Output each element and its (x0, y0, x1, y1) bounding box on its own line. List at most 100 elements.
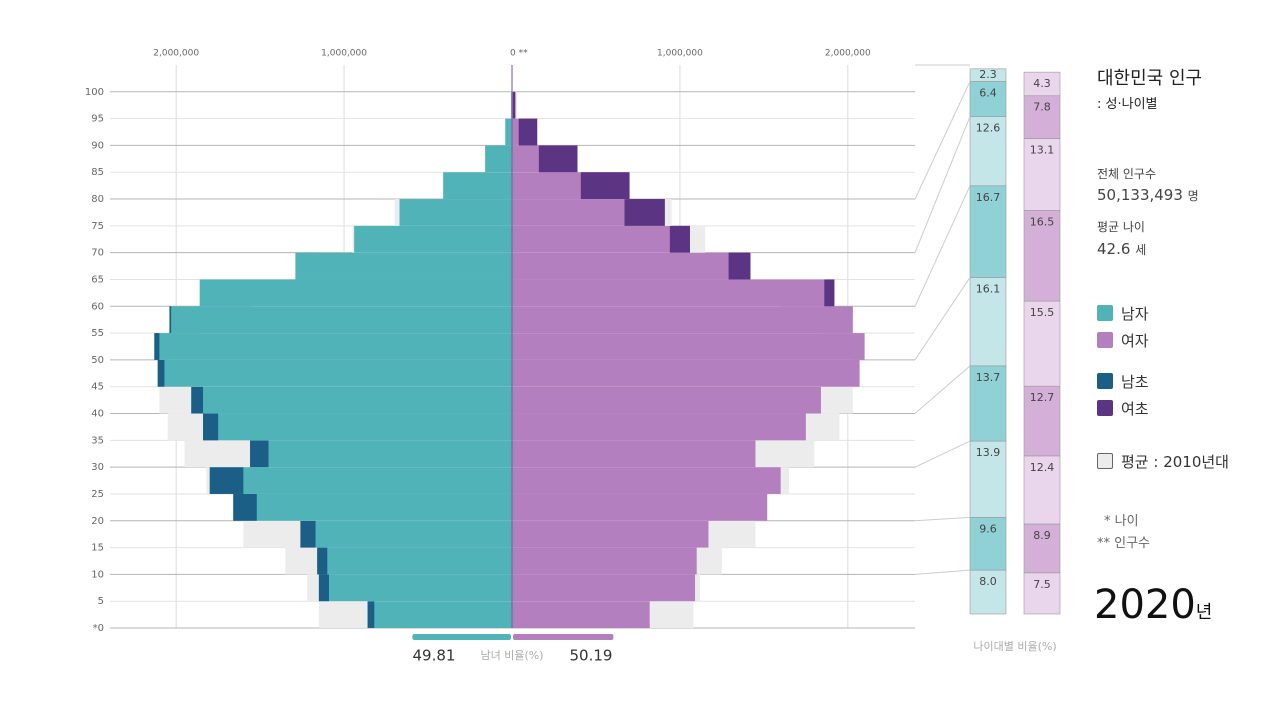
male-excess (203, 413, 219, 441)
male-bar (209, 467, 512, 494)
connector (914, 365, 971, 414)
female-excess (624, 199, 665, 226)
female-bar (512, 520, 709, 548)
y-tick-label: 35 (91, 435, 104, 446)
share-segment (1023, 300, 1061, 387)
female-excess (518, 118, 538, 146)
share-segment (1023, 385, 1061, 457)
share-label: 13.7 (976, 371, 1001, 384)
male-bar (154, 333, 512, 360)
y-tick-label: 70 (91, 248, 104, 259)
male-bar (203, 413, 513, 441)
male-bar (191, 386, 512, 414)
share-label: 7.5 (1033, 578, 1051, 591)
female-excess (538, 145, 578, 173)
male-bar (443, 172, 512, 200)
subtitle: : 성·나이별 (1097, 97, 1158, 112)
male-excess (157, 359, 165, 387)
female-excess (824, 279, 835, 307)
male-excess (318, 574, 329, 602)
total-label: 전체 인구수 (1097, 167, 1157, 181)
ratio-label: 남녀 비율(%) (480, 649, 543, 662)
share-label: 12.7 (1030, 391, 1055, 404)
y-tick-label: *0 (93, 623, 104, 634)
male-excess (191, 386, 204, 414)
share-label: 8.0 (979, 575, 997, 588)
legend-label: 여자 (1121, 332, 1149, 350)
connector (914, 516, 971, 522)
age-unit: 세 (1135, 243, 1147, 257)
female-bar (512, 574, 696, 602)
share-segment (1023, 455, 1061, 525)
male-excess (209, 467, 244, 494)
share-label: 15.5 (1030, 306, 1055, 319)
share-label: 13.1 (1030, 144, 1055, 157)
share-label: 6.4 (979, 86, 997, 99)
share-label: 4.3 (1033, 77, 1051, 90)
connector (914, 116, 971, 253)
connector (914, 81, 971, 200)
connector (914, 569, 971, 575)
female-bar (512, 252, 751, 280)
male-excess (367, 601, 375, 628)
share-segment (969, 517, 1007, 571)
female-excess (669, 225, 690, 253)
share-label: 16.7 (976, 191, 1001, 204)
male-bar (295, 252, 512, 280)
y-tick-label: 65 (91, 274, 104, 285)
age: 42.6 세 (1097, 240, 1146, 258)
connector (914, 185, 971, 307)
male-bar (505, 118, 512, 146)
legend-swatch (1097, 373, 1113, 389)
female-bar (512, 225, 690, 253)
x-tick-label: 2,000,000 (825, 49, 871, 59)
male-excess (233, 493, 257, 521)
female-bar (512, 547, 697, 575)
share-segment (1023, 523, 1061, 574)
female-bar (512, 306, 853, 334)
male-excess (317, 547, 328, 575)
legend-label: 평균 : 2010년대 (1121, 453, 1229, 471)
share-segment (969, 116, 1007, 187)
male-bar (199, 279, 513, 307)
ratio-bar (412, 634, 511, 640)
total: 50,133,493 명 (1097, 186, 1199, 204)
female-bar (512, 601, 650, 628)
share-segment (1023, 572, 1061, 615)
y-tick-label: 50 (91, 355, 104, 366)
ratio-bar (513, 634, 614, 640)
y-tick-label: 60 (91, 301, 104, 312)
legend-label: 남자 (1121, 305, 1149, 323)
y-tick-label: 85 (91, 167, 104, 178)
female-excess (728, 252, 751, 280)
y-tick-label: 5 (98, 596, 104, 607)
share-label: 9.6 (979, 522, 997, 535)
male-bar (300, 520, 512, 548)
legend-label: 남초 (1121, 373, 1149, 391)
year-unit: 년 (1195, 602, 1213, 623)
y-tick-label: 40 (91, 409, 104, 420)
male-excess (154, 333, 160, 360)
age-label: 평균 나이 (1097, 220, 1145, 234)
female-bar (512, 467, 781, 494)
connector (914, 440, 971, 468)
ratio-value: 49.81 (413, 647, 456, 665)
y-tick-label: 25 (91, 489, 104, 500)
share-label: 12.6 (976, 122, 1001, 135)
male-bar (157, 359, 512, 387)
note: * 나이 (1104, 514, 1139, 529)
ratio-value: 50.19 (570, 647, 613, 665)
y-tick-label: 90 (91, 140, 104, 151)
male-bar (367, 601, 512, 628)
male-excess (250, 440, 269, 468)
share-segment (969, 68, 1007, 82)
title: 대한민국 인구 (1097, 68, 1203, 89)
share-segment (1023, 71, 1061, 97)
share-label: 16.5 (1030, 215, 1055, 228)
x-tick-label: 2,000,000 (153, 49, 199, 59)
male-bar (250, 440, 513, 468)
male-bar (233, 493, 512, 521)
legend-swatch (1097, 400, 1113, 416)
